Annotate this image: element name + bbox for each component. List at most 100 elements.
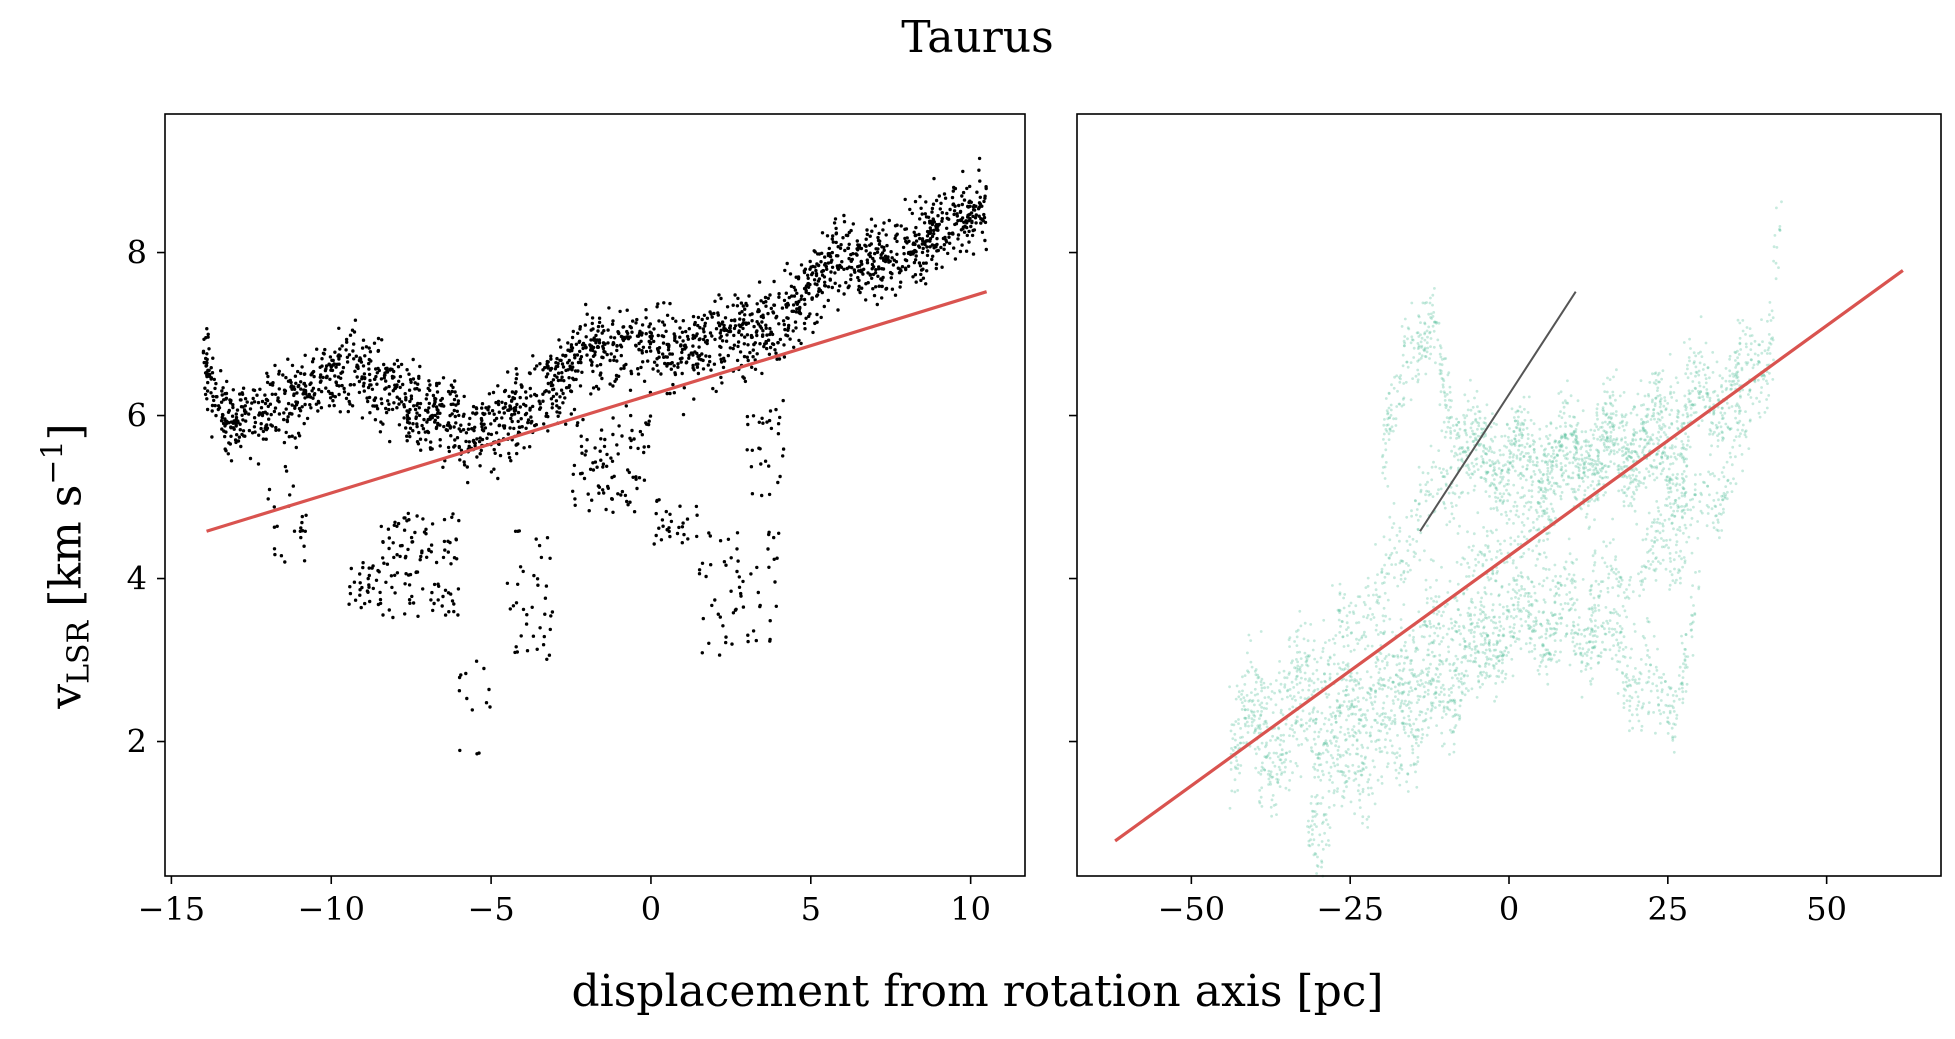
data-point — [608, 382, 612, 386]
data-point — [1323, 679, 1327, 683]
data-point — [1416, 728, 1420, 731]
data-point — [1734, 366, 1737, 369]
data-point — [1231, 749, 1235, 752]
data-point — [559, 378, 563, 382]
data-point — [1520, 555, 1524, 558]
data-point — [355, 375, 359, 379]
data-point — [546, 381, 550, 386]
data-point — [1283, 685, 1287, 689]
data-point — [1281, 753, 1285, 756]
data-point — [531, 354, 535, 358]
data-point — [1720, 494, 1724, 498]
data-point — [1499, 624, 1503, 628]
data-point — [1271, 711, 1275, 714]
data-point — [1374, 543, 1377, 546]
data-point — [601, 462, 606, 466]
data-point — [1589, 448, 1592, 452]
data-point — [922, 221, 927, 225]
data-point — [512, 409, 517, 413]
data-point — [1495, 506, 1499, 510]
data-point — [1611, 422, 1614, 425]
data-point — [744, 322, 748, 326]
data-point — [1260, 710, 1263, 713]
data-point — [578, 327, 582, 331]
data-point — [1778, 228, 1782, 232]
data-point — [1427, 642, 1431, 646]
data-point — [1498, 548, 1502, 552]
data-point — [1354, 752, 1358, 756]
data-point — [1345, 621, 1349, 625]
data-point — [494, 400, 498, 405]
data-point — [1451, 638, 1455, 642]
data-point — [1720, 406, 1724, 410]
data-point — [716, 321, 721, 325]
data-point — [826, 285, 831, 289]
data-point — [1653, 521, 1656, 524]
data-point — [939, 201, 943, 205]
data-point — [1570, 487, 1574, 491]
data-point — [601, 346, 606, 351]
data-point — [379, 377, 384, 381]
data-point — [1703, 373, 1707, 377]
data-point — [983, 238, 987, 243]
data-point — [252, 400, 257, 404]
data-point — [1301, 688, 1305, 692]
data-point — [1259, 772, 1263, 776]
data-point — [544, 375, 549, 379]
data-point — [760, 493, 764, 498]
data-point — [1349, 675, 1353, 679]
data-point — [440, 604, 444, 608]
data-point — [1357, 717, 1361, 721]
data-point — [1727, 406, 1731, 410]
data-point — [300, 520, 304, 525]
data-point — [646, 359, 650, 363]
data-point — [1424, 499, 1428, 503]
data-point — [1382, 535, 1386, 539]
data-point — [612, 358, 616, 362]
data-point — [1697, 391, 1701, 395]
data-point — [1517, 597, 1521, 600]
data-point — [1430, 465, 1434, 469]
data-point — [1375, 623, 1379, 627]
data-point — [869, 217, 874, 221]
data-point — [1485, 534, 1489, 538]
data-point — [1505, 514, 1508, 517]
data-point — [1399, 559, 1403, 563]
data-point — [1771, 378, 1775, 381]
data-point — [1293, 666, 1296, 670]
data-point — [1625, 494, 1628, 498]
data-point — [884, 286, 889, 291]
data-point — [205, 407, 210, 412]
data-point — [669, 519, 674, 524]
data-point — [292, 392, 296, 396]
data-point — [736, 340, 741, 344]
data-point — [856, 243, 860, 247]
data-point — [1685, 448, 1688, 451]
data-point — [1314, 717, 1318, 721]
data-point — [1411, 638, 1415, 642]
data-point — [1368, 607, 1372, 610]
data-point — [1521, 495, 1525, 499]
data-point — [303, 396, 307, 400]
data-point — [279, 554, 284, 558]
data-point — [1416, 518, 1420, 522]
data-point — [1597, 450, 1600, 453]
data-point — [1663, 445, 1667, 449]
data-point — [1491, 608, 1494, 612]
data-point — [1506, 468, 1510, 472]
data-point — [1338, 666, 1342, 670]
data-point — [1356, 642, 1360, 645]
data-point — [1347, 707, 1350, 711]
data-point — [1435, 626, 1438, 630]
data-point — [795, 291, 799, 295]
data-point — [1580, 457, 1584, 461]
data-point — [1388, 617, 1392, 621]
data-point — [380, 401, 384, 406]
data-point — [556, 378, 561, 383]
data-point — [1632, 478, 1636, 482]
data-point — [1359, 677, 1362, 681]
data-point — [696, 323, 700, 328]
data-point — [1472, 569, 1476, 573]
data-point — [1319, 752, 1323, 756]
data-point — [446, 445, 451, 450]
